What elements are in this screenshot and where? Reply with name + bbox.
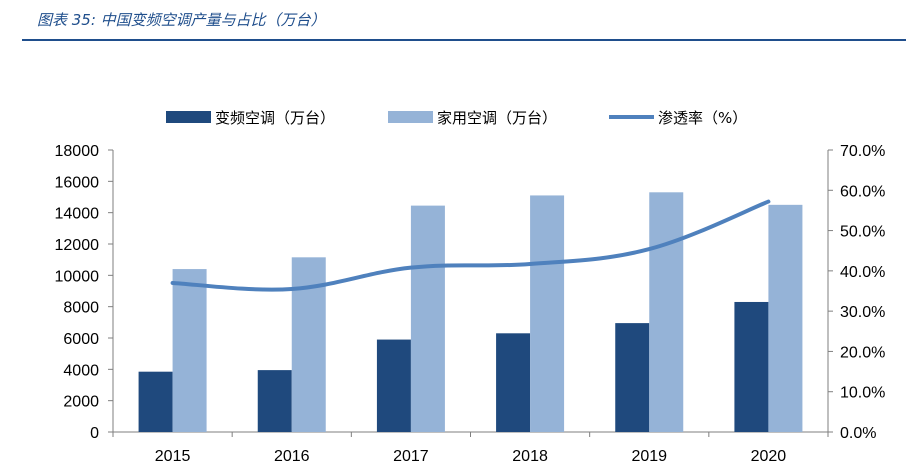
y-right-tick-label: 20.0% — [840, 344, 885, 361]
x-tick-label: 2015 — [155, 448, 191, 465]
y-left-tick-label: 10000 — [55, 268, 100, 285]
x-tick-label: 2019 — [631, 448, 667, 465]
y-right-tick-label: 50.0% — [840, 224, 885, 241]
bar-household-ac — [530, 195, 565, 432]
legend-label: 变频空调（万台） — [215, 109, 335, 127]
legend-swatch-inverter-ac — [166, 111, 211, 123]
y-left-tick-label: 16000 — [55, 174, 100, 191]
bar-household-ac — [649, 192, 684, 432]
y-left-tick-label: 4000 — [63, 362, 99, 379]
y-left-tick-label: 12000 — [55, 237, 100, 254]
y-left-tick-label: 18000 — [55, 143, 100, 160]
x-tick-label: 2018 — [512, 448, 548, 465]
y-right-tick-label: 70.0% — [840, 143, 885, 160]
bar-inverter-ac — [257, 370, 292, 432]
legend-label: 家用空调（万台） — [437, 109, 557, 127]
x-tick-label: 2016 — [274, 448, 310, 465]
y-left-tick-label: 14000 — [55, 206, 100, 223]
figure-header: 图表 35: 中国变频空调产量与占比（万台） — [0, 0, 906, 44]
bar-inverter-ac — [734, 301, 769, 432]
bar-inverter-ac — [376, 339, 411, 432]
y-right-tick-label: 60.0% — [840, 183, 885, 200]
title-divider — [22, 39, 906, 41]
y-left-tick-label: 0 — [90, 425, 99, 442]
x-tick-label: 2020 — [751, 448, 787, 465]
bar-household-ac — [172, 269, 207, 432]
bar-inverter-ac — [615, 323, 650, 432]
bar-inverter-ac — [496, 333, 531, 432]
y-right-tick-label: 0.0% — [840, 425, 876, 442]
legend-swatch-household-ac — [388, 111, 433, 123]
bar-household-ac — [768, 204, 803, 432]
y-right-tick-label: 10.0% — [840, 385, 885, 402]
legend-label: 渗透率（%） — [658, 109, 747, 127]
bar-household-ac — [410, 205, 445, 432]
y-right-tick-label: 40.0% — [840, 264, 885, 281]
x-tick-label: 2017 — [393, 448, 429, 465]
y-left-tick-label: 2000 — [63, 394, 99, 411]
y-left-tick-label: 6000 — [63, 331, 99, 348]
figure-title: 图表 35: 中国变频空调产量与占比（万台） — [37, 11, 326, 29]
line-penetration-rate — [170, 199, 771, 292]
y-left-tick-label: 8000 — [63, 300, 99, 317]
y-right-tick-label: 30.0% — [840, 304, 885, 321]
bar-inverter-ac — [138, 371, 173, 432]
